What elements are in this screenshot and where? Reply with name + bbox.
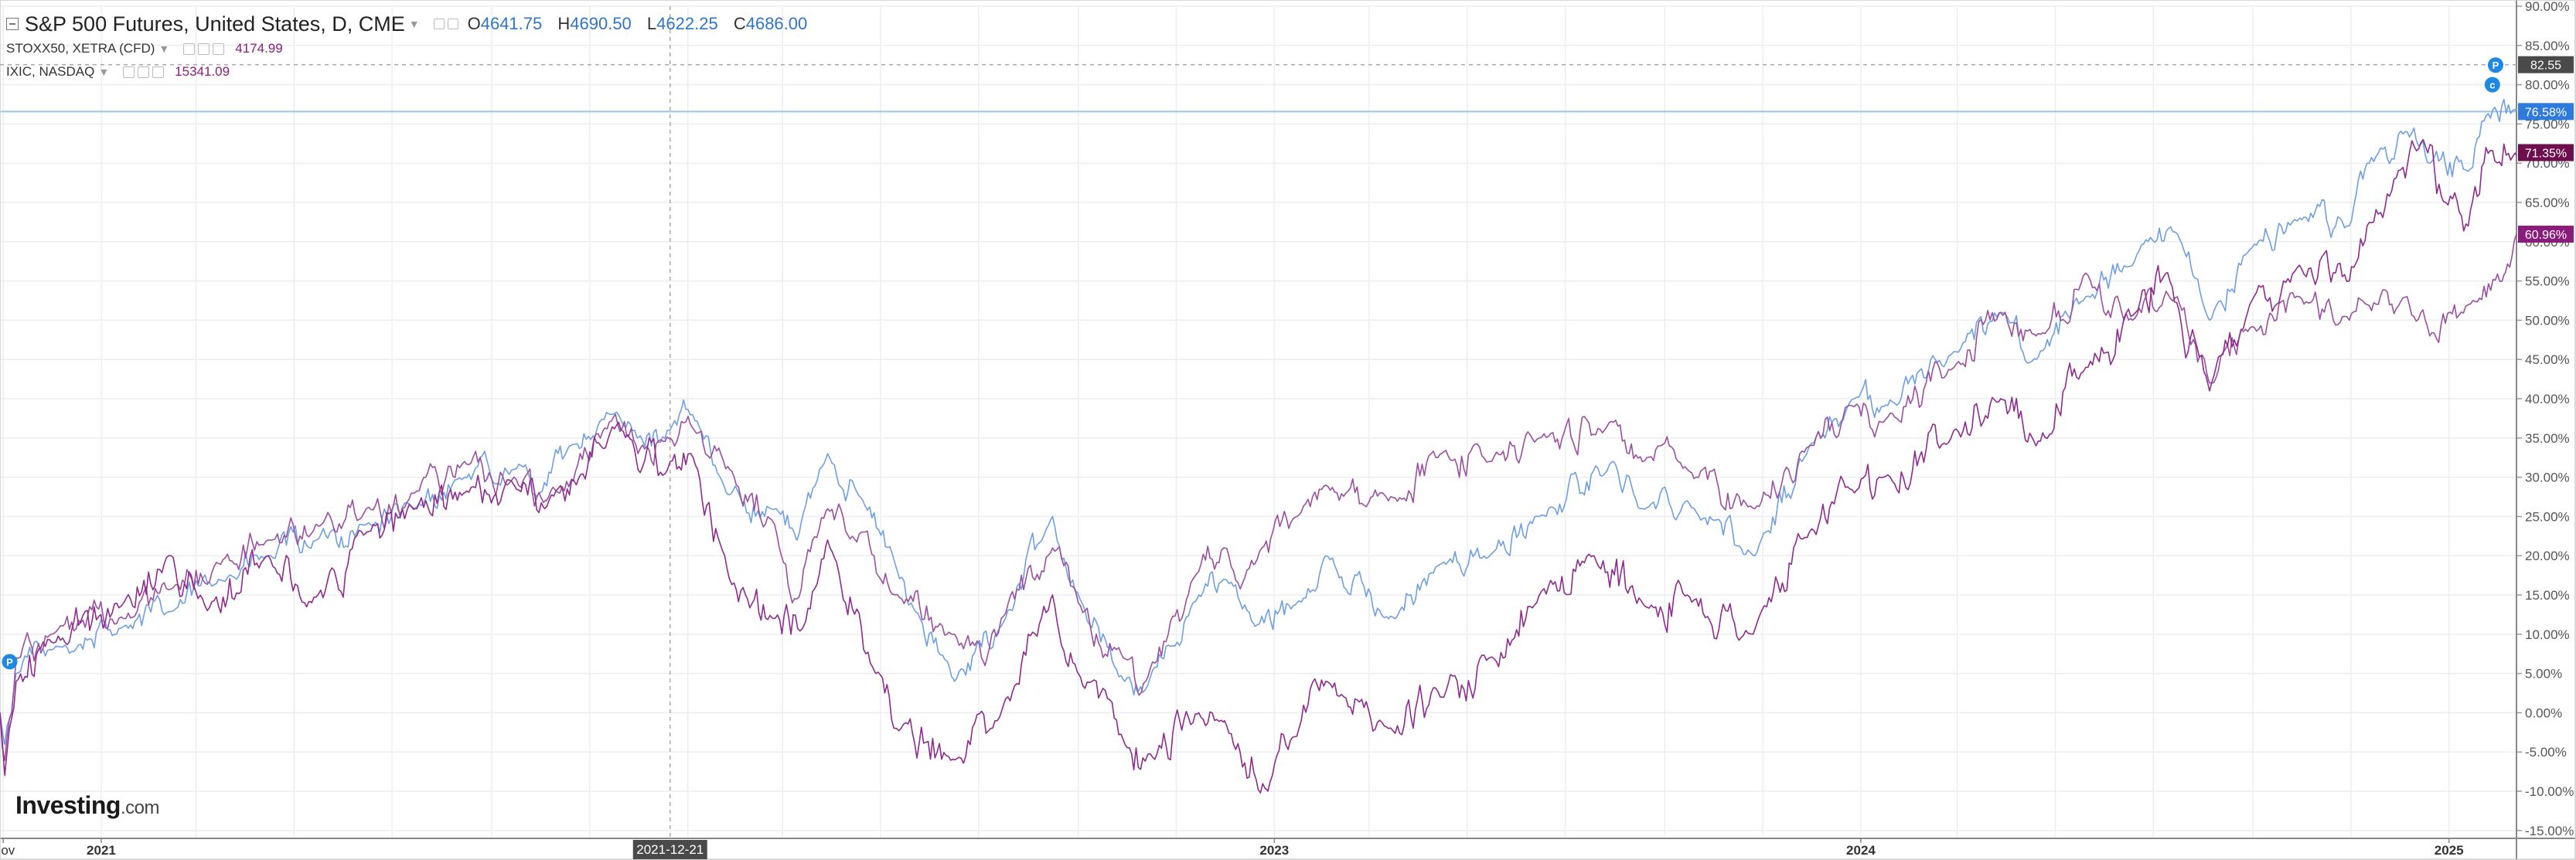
p-marker-icon (2487, 57, 2503, 73)
x-tick-label: 2025 (2435, 843, 2464, 858)
series-line-0 (0, 98, 2517, 746)
y-tick-label: -15.00% (2525, 824, 2574, 838)
series-line-2 (0, 138, 2517, 794)
settings-icon[interactable] (183, 42, 196, 55)
main-series-legend[interactable]: S&P 500 Futures, United States, D, CME ▼… (6, 11, 818, 37)
p-marker-label: P (2493, 59, 2499, 71)
x-tick-label: 2024 (1846, 843, 1876, 858)
x-tick-label: 2021 (87, 843, 116, 858)
chart-grid (0, 5, 2516, 838)
high-value: 4690.50 (570, 14, 632, 33)
crosshair-date-badge (632, 840, 707, 859)
low-label: L (646, 14, 657, 33)
compare-value: 4174.99 (235, 41, 283, 56)
chevron-down-icon[interactable]: ▼ (408, 18, 420, 30)
crosshair-value-badge (2518, 56, 2574, 73)
hide-icon[interactable] (138, 66, 150, 78)
series-lines (0, 98, 2517, 794)
last-value-label: 60.96% (2525, 229, 2567, 242)
last-value-label: 71.35% (2525, 147, 2567, 160)
compare-title: STOXX50, XETRA (CFD) (6, 41, 155, 56)
investing-logo: Investing.com (15, 791, 159, 820)
ohlc-values: O4641.75 H4690.50 L4622.25 C4686.00 (468, 14, 819, 34)
last-value-badge (2518, 103, 2574, 121)
p-marker-label: P (6, 656, 13, 668)
series-line-1 (0, 233, 2517, 762)
y-tick-label: 85.00% (2525, 39, 2570, 53)
settings-icon[interactable] (433, 19, 445, 29)
crosshair-value-label: 82.55 (2530, 59, 2561, 73)
y-tick-label: 55.00% (2525, 274, 2570, 289)
compare-title: IXIC, NASDAQ (6, 64, 95, 79)
x-tick-label: 2023 (1259, 843, 1289, 858)
chart-markers: P Pc (2, 57, 2503, 670)
y-tick-label: 80.00% (2525, 78, 2570, 93)
x-tick-label: Nov (0, 843, 15, 858)
chevron-down-icon[interactable]: ▼ (98, 66, 110, 78)
y-tick-label: 25.00% (2525, 509, 2570, 524)
y-tick-label: 5.00% (2525, 667, 2562, 682)
compare-value: 15341.09 (175, 64, 230, 79)
last-value-badge (2518, 144, 2574, 161)
hide-icon[interactable] (198, 42, 210, 55)
low-value: 4622.25 (656, 14, 718, 33)
hide-icon[interactable] (447, 19, 458, 29)
y-tick-label: 0.00% (2525, 705, 2562, 720)
close-icon[interactable] (213, 42, 225, 55)
close-icon[interactable] (152, 66, 165, 78)
last-value-badge (2518, 226, 2574, 243)
y-tick-label: 75.00% (2525, 117, 2570, 131)
close-value: 4686.00 (745, 14, 808, 33)
y-tick-label: 35.00% (2525, 431, 2570, 446)
chevron-down-icon[interactable]: ▼ (158, 42, 170, 55)
y-tick-label: 10.00% (2525, 627, 2570, 642)
y-tick-label: -5.00% (2525, 745, 2567, 760)
last-value-label: 76.58% (2525, 106, 2567, 119)
high-label: H (557, 14, 571, 33)
p-marker-icon (2, 654, 18, 670)
open-label: O (467, 14, 481, 33)
compare-legend-stoxx[interactable]: STOXX50, XETRA (CFD) ▼ 4174.99 (6, 37, 818, 60)
p-marker-label: c (2489, 80, 2495, 91)
y-tick-label: 45.00% (2525, 352, 2570, 367)
y-tick-label: 20.00% (2525, 549, 2570, 563)
settings-icon[interactable] (123, 66, 135, 78)
logo-suffix: .com (120, 797, 160, 818)
y-tick-label: 65.00% (2525, 195, 2570, 210)
chart-legend: S&P 500 Futures, United States, D, CME ▼… (6, 11, 818, 83)
collapse-icon[interactable] (6, 18, 19, 30)
open-value: 4641.75 (480, 14, 543, 33)
close-label: C (733, 14, 746, 33)
y-tick-label: 90.00% (2525, 0, 2570, 14)
compare-legend-ixic[interactable]: IXIC, NASDAQ ▼ 15341.09 (6, 60, 818, 83)
main-series-title: S&P 500 Futures, United States, D, CME (25, 12, 405, 36)
crosshair-date-label: 2021-12-21 (636, 842, 704, 857)
y-tick-label: 40.00% (2525, 392, 2570, 406)
y-tick-label: 30.00% (2525, 471, 2570, 485)
y-tick-label: -10.00% (2525, 784, 2574, 799)
y-tick-label: 50.00% (2525, 313, 2570, 328)
logo-brand: Investing (15, 791, 121, 819)
y-tick-label: 15.00% (2525, 588, 2570, 603)
p-marker-icon (2484, 76, 2500, 93)
